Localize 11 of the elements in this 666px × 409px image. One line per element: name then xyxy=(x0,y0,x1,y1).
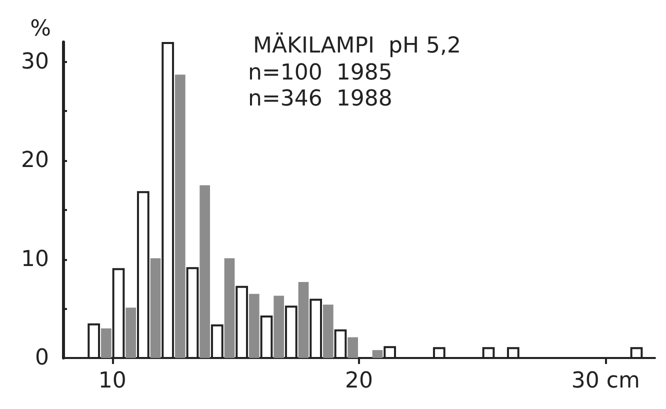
annotation: n=100 1985 xyxy=(248,60,392,86)
y-tick-label: 10 xyxy=(21,246,49,272)
y-tick-label: 30 xyxy=(21,49,49,74)
annotation: n=346 1988 xyxy=(248,86,392,112)
x-tick-label: 30 cm xyxy=(571,368,640,394)
chart-title: MÄKILAMPI pH 5,2 xyxy=(253,32,461,58)
y-axis-title: % xyxy=(30,16,51,42)
x-tick-label: 20 xyxy=(345,368,373,394)
x-tick-label: 10 xyxy=(98,368,126,394)
y-tick-label: 0 xyxy=(35,346,49,370)
y-tick-label: 20 xyxy=(21,148,49,173)
